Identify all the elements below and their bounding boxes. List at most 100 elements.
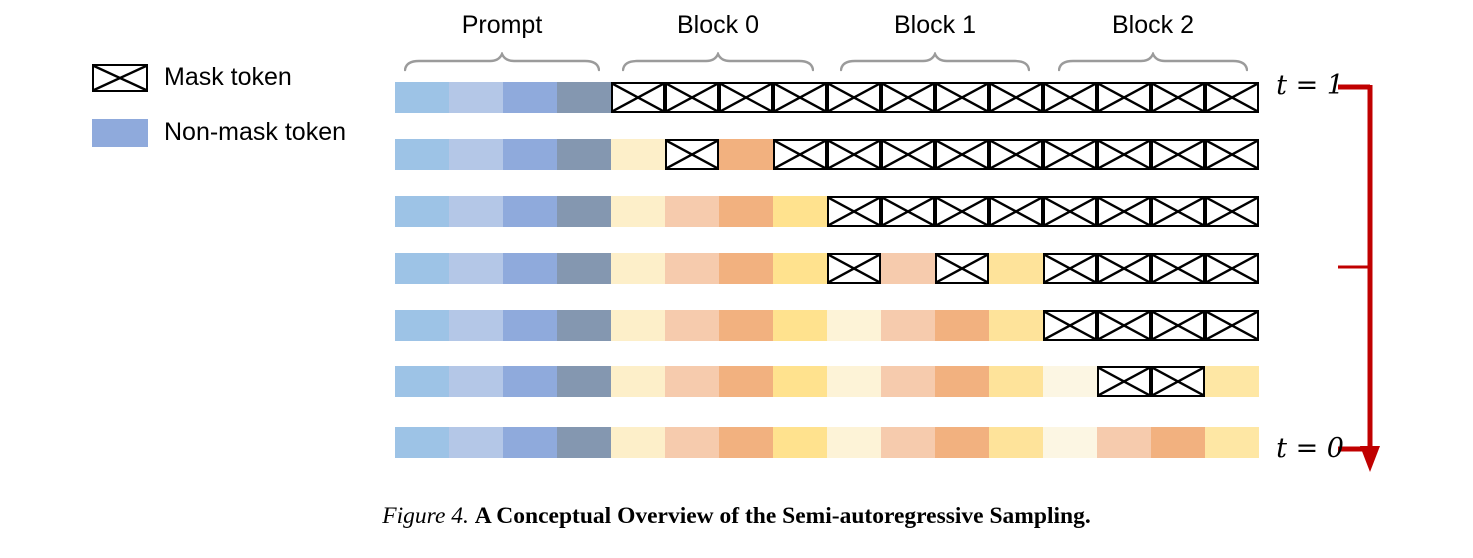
token-cell: [557, 253, 611, 284]
mask-token-cell: [1097, 139, 1151, 170]
token-cell: [557, 366, 611, 397]
token-cell: [503, 82, 557, 113]
token-cell: [773, 253, 827, 284]
mask-token-cell: [665, 82, 719, 113]
token-cell: [881, 253, 935, 284]
mask-token-cell: [773, 139, 827, 170]
figure-title: A Conceptual Overview of the Semi-autore…: [474, 503, 1091, 529]
mask-token-cell: [1097, 253, 1151, 284]
mask-token-icon: [92, 63, 148, 92]
legend-mask-label: Mask token: [164, 63, 292, 91]
token-cell: [719, 310, 773, 341]
header-label: Block 1: [894, 11, 976, 39]
token-cell: [827, 427, 881, 458]
mask-token-cell: [827, 196, 881, 227]
mask-token-cell: [1043, 310, 1097, 341]
brace-icon: [404, 52, 600, 72]
token-cell: [665, 366, 719, 397]
token-cell: [881, 427, 935, 458]
token-cell: [611, 196, 665, 227]
mask-token-cell: [719, 82, 773, 113]
header-group-block-2: Block 2: [1058, 10, 1248, 72]
token-row-4: [395, 310, 1259, 341]
token-cell: [989, 366, 1043, 397]
brace-icon: [840, 52, 1030, 72]
token-cell: [395, 427, 449, 458]
token-cell: [773, 196, 827, 227]
token-cell: [449, 253, 503, 284]
token-cell: [395, 82, 449, 113]
token-cell: [395, 139, 449, 170]
token-cell: [449, 310, 503, 341]
brace-icon: [622, 52, 814, 72]
mask-token-cell: [1097, 82, 1151, 113]
token-cell: [1205, 427, 1259, 458]
token-cell: [557, 139, 611, 170]
mask-token-cell: [827, 82, 881, 113]
mask-token-cell: [881, 82, 935, 113]
token-cell: [1205, 366, 1259, 397]
mask-token-cell: [1151, 196, 1205, 227]
token-cell: [773, 310, 827, 341]
mask-token-cell: [881, 139, 935, 170]
token-cell: [935, 366, 989, 397]
figure-number: Figure 4.: [382, 503, 469, 529]
header-label: Prompt: [461, 11, 543, 39]
token-cell: [827, 310, 881, 341]
token-cell: [503, 196, 557, 227]
token-cell: [1097, 427, 1151, 458]
mask-token-cell: [827, 253, 881, 284]
token-cell: [665, 253, 719, 284]
time-arrow: [1338, 84, 1380, 472]
mask-token-cell: [1205, 253, 1259, 284]
mask-token-cell: [989, 82, 1043, 113]
mask-token-cell: [935, 253, 989, 284]
mask-token-cell: [1097, 366, 1151, 397]
mask-token-cell: [1151, 310, 1205, 341]
token-cell: [611, 253, 665, 284]
legend-item-mask: Mask token: [92, 63, 292, 92]
mask-token-cell: [989, 196, 1043, 227]
token-cell: [503, 253, 557, 284]
token-cell: [665, 427, 719, 458]
token-row-5: [395, 366, 1259, 397]
mask-token-cell: [1205, 196, 1259, 227]
header-group-prompt: Prompt: [404, 10, 600, 72]
token-cell: [719, 366, 773, 397]
token-cell: [1043, 366, 1097, 397]
token-cell: [1043, 427, 1097, 458]
token-cell: [719, 139, 773, 170]
mask-token-cell: [773, 82, 827, 113]
token-cell: [665, 310, 719, 341]
token-cell: [503, 310, 557, 341]
token-cell: [449, 139, 503, 170]
token-cell: [557, 196, 611, 227]
mask-token-cell: [1205, 139, 1259, 170]
token-row-1: [395, 139, 1259, 170]
mask-token-cell: [935, 82, 989, 113]
mask-token-cell: [611, 82, 665, 113]
mask-token-cell: [1097, 310, 1151, 341]
token-cell: [989, 427, 1043, 458]
mask-token-cell: [1151, 366, 1205, 397]
mask-token-cell: [827, 139, 881, 170]
mask-token-cell: [935, 139, 989, 170]
token-cell: [395, 196, 449, 227]
nonmask-token-swatch: [92, 118, 148, 147]
header-group-block-1: Block 1: [840, 10, 1030, 72]
token-cell: [827, 366, 881, 397]
header-label: Block 0: [677, 11, 759, 39]
token-cell: [557, 427, 611, 458]
token-cell: [881, 366, 935, 397]
token-cell: [395, 366, 449, 397]
token-cell: [989, 310, 1043, 341]
token-cell: [503, 427, 557, 458]
mask-token-cell: [1043, 82, 1097, 113]
token-cell: [557, 82, 611, 113]
mask-token-cell: [1151, 82, 1205, 113]
mask-token-cell: [1043, 139, 1097, 170]
token-cell: [611, 366, 665, 397]
token-cell: [449, 366, 503, 397]
mask-token-cell: [1151, 139, 1205, 170]
